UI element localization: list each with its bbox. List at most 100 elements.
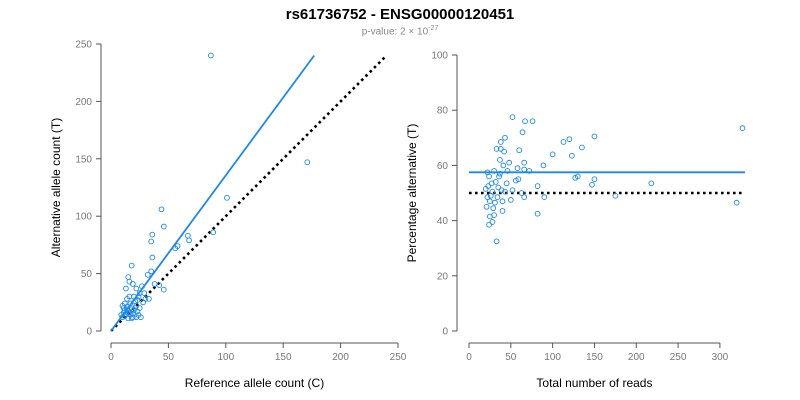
subtitle-base: 10 (417, 26, 429, 38)
y-tick-label: 50 (81, 269, 93, 280)
data-point (549, 151, 556, 158)
data-point (148, 268, 155, 275)
x-tick-label: 50 (505, 352, 517, 363)
data-point (142, 296, 149, 302)
y-tick-label: 200 (75, 97, 92, 108)
data-point (502, 188, 508, 195)
data-point (490, 205, 497, 212)
data-point (118, 312, 125, 318)
data-point (540, 162, 547, 169)
data-point (486, 221, 492, 228)
data-point (491, 168, 497, 174)
data-point (148, 238, 155, 245)
x-axis-label: Reference allele count (C) (185, 376, 324, 390)
data-point (488, 180, 495, 187)
x-tick-label: 0 (466, 352, 472, 363)
data-point (589, 181, 595, 188)
data-point (526, 168, 533, 174)
data-point (569, 152, 575, 159)
data-point (127, 300, 134, 307)
data-point (149, 254, 156, 261)
data-point (495, 184, 502, 191)
data-point (648, 180, 655, 187)
data-point (484, 169, 491, 176)
y-tick-label: 100 (431, 51, 448, 62)
data-point (151, 281, 158, 287)
data-point (499, 198, 506, 205)
y-tick-label: 0 (86, 327, 92, 338)
data-point (129, 281, 136, 287)
data-point (500, 162, 507, 169)
data-point (733, 199, 740, 206)
data-point (502, 134, 508, 141)
data-point (493, 238, 500, 245)
y-tick-label: 0 (442, 327, 448, 338)
data-point (160, 223, 167, 230)
data-point (739, 125, 746, 131)
data-point (507, 197, 514, 203)
y-tick-label: 250 (75, 40, 92, 51)
data-point (534, 183, 541, 189)
data-point (160, 286, 167, 293)
x-tick-label: 250 (670, 352, 687, 363)
panel-1: 0 50 100 150 200 250 0 50 100 150 200 250 Reference … (49, 40, 407, 391)
data-point (516, 147, 523, 154)
data-point (496, 173, 502, 180)
data-point (506, 159, 512, 166)
x-axis-label: Total number of reads (536, 376, 652, 390)
chart-title: rs61736752 - ENSG00000120451 (285, 6, 515, 23)
data-point (572, 174, 579, 181)
data-point (121, 307, 128, 314)
data-point (612, 192, 619, 199)
data-point (522, 118, 528, 125)
data-point (529, 118, 536, 125)
data-point (210, 229, 217, 236)
data-point (518, 190, 525, 196)
x-tick-label: 150 (586, 352, 603, 363)
data-point (128, 262, 135, 269)
x-tick-label: 200 (332, 352, 349, 363)
data-point (591, 133, 598, 140)
data-point (519, 129, 526, 136)
y-axis-label: Percentage alternative (T) (405, 124, 419, 263)
data-point (579, 144, 585, 151)
panel-2: 0 50 100 150 200 250 300 0 20 40 60 80 100 Total numb… (405, 51, 746, 390)
data-point (126, 278, 133, 285)
data-point (591, 176, 598, 183)
data-point (158, 206, 165, 213)
data-point (125, 274, 132, 280)
data-point (501, 148, 507, 155)
data-point (512, 177, 519, 184)
data-point (492, 199, 498, 206)
data-point (141, 290, 148, 296)
data-point (503, 180, 510, 187)
data-point (514, 165, 521, 172)
data-point (483, 203, 490, 210)
data-point (497, 157, 503, 163)
data-point (137, 314, 144, 321)
data-point (494, 194, 501, 200)
data-point (521, 194, 528, 200)
data-point (126, 293, 133, 300)
y-tick-label: 40 (437, 216, 449, 227)
data-point (497, 145, 504, 152)
data-point (128, 315, 135, 322)
subtitle-times: × (408, 26, 415, 38)
data-point (497, 170, 503, 177)
y-tick-label: 20 (437, 271, 449, 282)
x-tick-label: 0 (108, 352, 114, 363)
data-point (560, 139, 567, 145)
data-point (489, 219, 496, 225)
data-point (504, 168, 511, 174)
data-point (224, 194, 230, 201)
reference-line (110, 54, 388, 332)
subtitle-text: p-value: 2 (361, 26, 406, 38)
y-tick-label: 100 (75, 212, 92, 223)
y-axis-label: Alternative allele count (T) (49, 118, 63, 257)
data-point (174, 243, 181, 249)
x-tick-label: 50 (163, 352, 175, 363)
data-point (521, 166, 528, 173)
data-point (487, 213, 493, 220)
chart-subtitle: p-value: 2 × 10-27 (0, 25, 800, 37)
